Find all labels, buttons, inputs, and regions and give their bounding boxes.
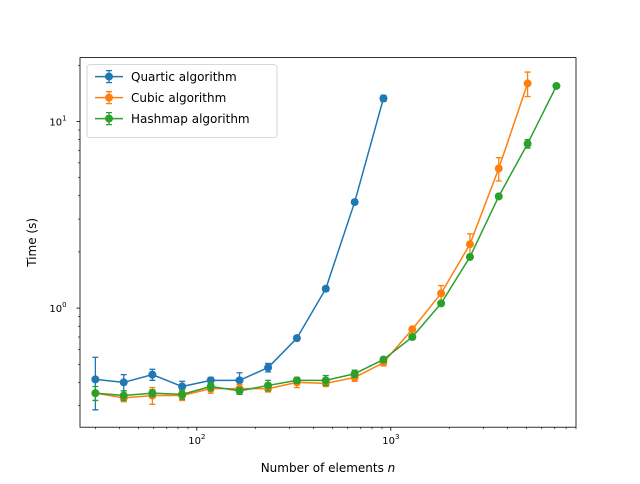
series-line xyxy=(95,83,529,399)
legend-label: Hashmap algorithm xyxy=(131,112,250,126)
plot-area xyxy=(91,71,561,411)
legend-label: Cubic algorithm xyxy=(131,91,226,105)
data-point xyxy=(119,391,128,400)
data-point xyxy=(119,378,128,387)
legend-entry: Cubic algorithm xyxy=(95,90,226,105)
data-point xyxy=(292,376,301,385)
data-point xyxy=(264,381,273,390)
legend: Quartic algorithm Cubic algorithm Hashmap … xyxy=(86,64,278,138)
legend-box xyxy=(86,64,278,138)
data-point xyxy=(379,355,388,364)
data-point xyxy=(552,81,561,90)
data-point xyxy=(350,369,359,378)
y-axis-label: Time (s) xyxy=(25,218,39,268)
x-tick-label: 102 xyxy=(188,433,205,447)
data-point xyxy=(523,79,532,88)
data-point xyxy=(178,382,187,391)
data-point xyxy=(379,94,388,103)
data-point xyxy=(235,376,244,385)
axes: Number of elements n Time (s) 102 103 100 1… xyxy=(25,57,577,475)
x-axis-label: Number of elements n xyxy=(261,461,396,475)
data-point xyxy=(523,139,532,148)
axes-frame xyxy=(79,57,577,428)
data-point xyxy=(235,386,244,395)
legend-entry: Quartic algorithm xyxy=(95,69,237,84)
y-tick-label: 101 xyxy=(49,114,66,128)
data-point xyxy=(437,299,446,308)
data-point xyxy=(321,284,330,293)
data-point xyxy=(264,363,273,372)
data-point xyxy=(91,375,100,384)
series-3 xyxy=(91,81,561,402)
y-tick-label: 100 xyxy=(49,301,66,315)
legend-label: Quartic algorithm xyxy=(131,70,237,84)
legend-entry: Hashmap algorithm xyxy=(95,111,250,126)
data-point xyxy=(408,325,417,334)
x-tick-label: 103 xyxy=(382,433,399,447)
legend-marker xyxy=(105,114,113,123)
data-point xyxy=(206,382,215,391)
data-point xyxy=(350,198,359,207)
data-point xyxy=(437,289,446,298)
data-point xyxy=(148,370,157,379)
data-point xyxy=(494,164,503,173)
data-point xyxy=(91,389,100,398)
data-point xyxy=(321,376,330,385)
data-point xyxy=(408,333,417,342)
legend-marker xyxy=(105,93,113,102)
data-point xyxy=(148,389,157,398)
legend-marker xyxy=(105,72,113,81)
data-point xyxy=(178,390,187,399)
data-point xyxy=(292,334,301,343)
data-point xyxy=(494,192,503,201)
data-point xyxy=(465,240,474,249)
data-point xyxy=(465,252,474,261)
